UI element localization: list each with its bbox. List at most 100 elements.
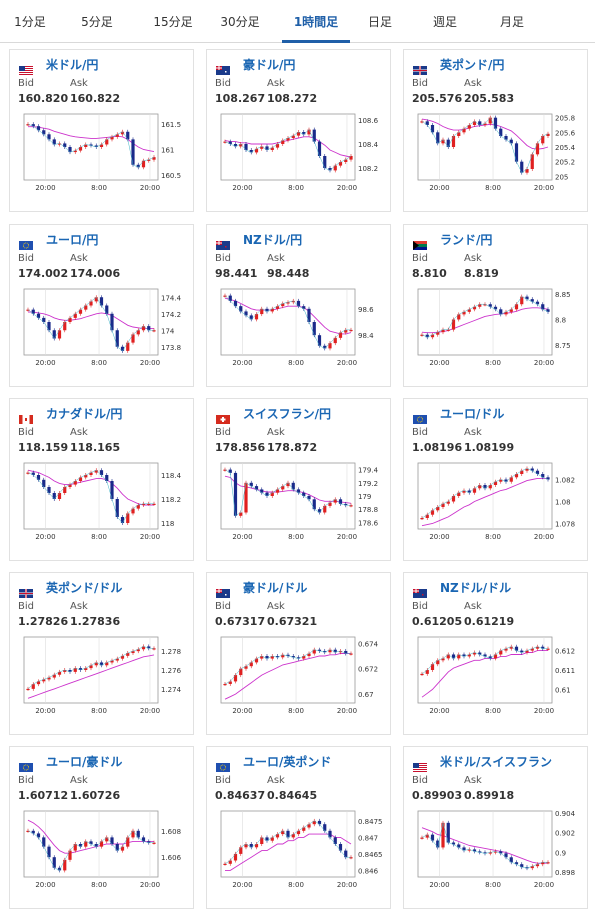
currency-pair-link[interactable]: NZドル/円 — [243, 233, 303, 247]
currency-pair-link[interactable]: ユーロ/豪ドル — [46, 755, 123, 769]
currency-pair-link[interactable]: ランド/円 — [440, 233, 493, 247]
rate-card[interactable]: ユーロ/英ポンド Bid Ask 0.84637 0.84645 0.8475 0.847 0… — [206, 746, 391, 909]
candle — [312, 129, 316, 142]
ask-label: Ask — [464, 78, 482, 89]
rate-card[interactable]: ユーロ/豪ドル Bid Ask 1.60712 1.60726 1.608 1.606 20:… — [9, 746, 194, 909]
tab-2[interactable]: 5分足 — [81, 15, 113, 29]
rate-card[interactable]: 米ドル/円 Bid Ask 160.820 160.822 161.5 161 160.5 20… — [9, 49, 194, 212]
candle — [126, 342, 130, 351]
tab-8[interactable]: 月足 — [499, 15, 524, 29]
candle — [36, 313, 41, 318]
rate-card[interactable]: ユーロ/ドル Bid Ask 1.08196 1.08199 1.082 1.08 1.078… — [403, 398, 588, 561]
rate-card[interactable]: ユーロ/円 Bid Ask 174.002 174.006 174.4 174.2 174 17… — [9, 224, 194, 387]
rate-card[interactable]: カナダドル/円 Bid Ask 118.159 118.165 118.4 118.2 118… — [9, 398, 194, 561]
candle — [333, 165, 337, 171]
rate-card[interactable]: NZドル/円 Bid Ask 98.441 98.448 98.6 98.4 20:00 8:0… — [206, 224, 391, 387]
candle — [349, 156, 353, 160]
candle — [131, 651, 135, 654]
currency-pair-link[interactable]: ユーロ/ドル — [440, 407, 505, 421]
candle — [105, 662, 109, 666]
rate-card[interactable]: 米ドル/スイスフラン Bid Ask 0.89903 0.89918 0.904 0.902… — [403, 746, 588, 909]
currency-pair-link[interactable]: 米ドル/円 — [46, 58, 99, 72]
bid-label: Bid — [18, 427, 34, 438]
rate-card[interactable]: スイスフラン/円 Bid Ask 178.856 178.872 179.4 179.2 17… — [206, 398, 391, 561]
currency-pair-link[interactable]: ユーロ/英ポンド — [243, 755, 332, 769]
candle — [63, 322, 67, 331]
currency-pair-link[interactable]: スイスフラン/円 — [243, 407, 332, 421]
candle — [281, 486, 285, 490]
candle — [535, 864, 540, 867]
candle — [430, 125, 435, 133]
price-chart[interactable]: 98.6 98.4 20:00 8:00 20:00 — [207, 285, 390, 385]
candle — [73, 150, 77, 153]
x-tick-label: 8:00 — [485, 533, 501, 541]
tab-3[interactable]: 15分足 — [153, 15, 193, 29]
price-chart[interactable]: 1.608 1.606 20:00 8:00 20:00 — [10, 807, 193, 907]
currency-pair-link[interactable]: 英ポンド/ドル — [46, 581, 123, 595]
candle — [260, 837, 264, 844]
candle — [478, 851, 482, 853]
candle — [31, 472, 35, 475]
ask-value: 1.27836 — [70, 615, 121, 628]
x-tick-label: 8:00 — [91, 184, 107, 192]
currency-pair-link[interactable]: 米ドル/スイスフラン — [440, 755, 553, 769]
candle — [302, 656, 306, 659]
tab-6[interactable]: 日足 — [367, 15, 392, 29]
candle — [84, 841, 88, 847]
x-tick-label: 20:00 — [337, 359, 357, 367]
candle — [233, 675, 238, 682]
candle — [530, 299, 534, 302]
ask-label: Ask — [70, 601, 88, 612]
tab-5[interactable]: 1時間足 — [282, 0, 350, 43]
price-chart[interactable]: 0.612 0.611 0.61 20:00 8:00 20:00 — [404, 633, 587, 733]
candle — [546, 309, 550, 312]
rate-card[interactable]: 英ポンド/ドル Bid Ask 1.27826 1.27836 1.278 1.276 1.2… — [9, 572, 194, 735]
tab-1[interactable]: 1分足 — [14, 15, 46, 29]
candle — [344, 329, 348, 333]
currency-pair-link[interactable]: NZドル/ドル — [440, 581, 512, 595]
candle — [68, 484, 72, 487]
candle — [509, 309, 513, 312]
y-tick-label: 173.8 — [161, 344, 181, 352]
rate-card[interactable]: ランド/円 Bid Ask 8.810 8.819 8.85 8.8 8.75 20:00 8:0… — [403, 224, 588, 387]
us-flag-icon — [19, 60, 33, 75]
candle — [63, 487, 67, 493]
currency-pair-link[interactable]: ユーロ/円 — [46, 233, 99, 247]
y-tick-label: 108.4 — [358, 141, 379, 149]
price-line — [421, 117, 549, 174]
candle — [89, 301, 93, 306]
rate-card[interactable]: 英ポンド/円 Bid Ask 205.576 205.583 205.8 205.6 205.… — [403, 49, 588, 212]
currency-pair-link[interactable]: 豪ドル/ドル — [243, 581, 308, 595]
rate-card[interactable]: 豪ドル/ドル Bid Ask 0.67317 0.67321 0.674 0.672 0.67… — [206, 572, 391, 735]
tab-4[interactable]: 30分足 — [220, 15, 260, 29]
candle — [462, 654, 466, 657]
candle — [296, 300, 301, 307]
price-chart[interactable]: 108.6 108.4 108.2 20:00 8:00 20:00 — [207, 110, 390, 210]
currency-pair-link[interactable]: カナダドル/円 — [46, 407, 123, 421]
chart-plot-area — [220, 636, 356, 704]
rate-card[interactable]: 豪ドル/円 Bid Ask 108.267 108.272 108.6 108.4 108.2… — [206, 49, 391, 212]
price-chart[interactable]: 8.85 8.8 8.75 20:00 8:00 20:00 — [404, 285, 587, 385]
candle — [223, 863, 227, 865]
candle — [541, 646, 545, 649]
x-tick-label: 20:00 — [429, 184, 449, 192]
y-tick-label: 0.8475 — [358, 818, 383, 826]
tab-7[interactable]: 週足 — [432, 15, 457, 29]
price-chart[interactable]: 1.278 1.276 1.274 20:00 8:00 20:00 — [10, 633, 193, 733]
eu-flag-icon — [413, 409, 427, 424]
currency-pair-link[interactable]: 豪ドル/円 — [243, 58, 296, 72]
candle — [436, 660, 440, 665]
rate-card[interactable]: NZドル/ドル Bid Ask 0.61205 0.61219 0.612 0.611 0.6… — [403, 572, 588, 735]
currency-pair-link[interactable]: 英ポンド/円 — [440, 58, 505, 72]
candle — [525, 169, 529, 173]
candle — [333, 837, 337, 844]
